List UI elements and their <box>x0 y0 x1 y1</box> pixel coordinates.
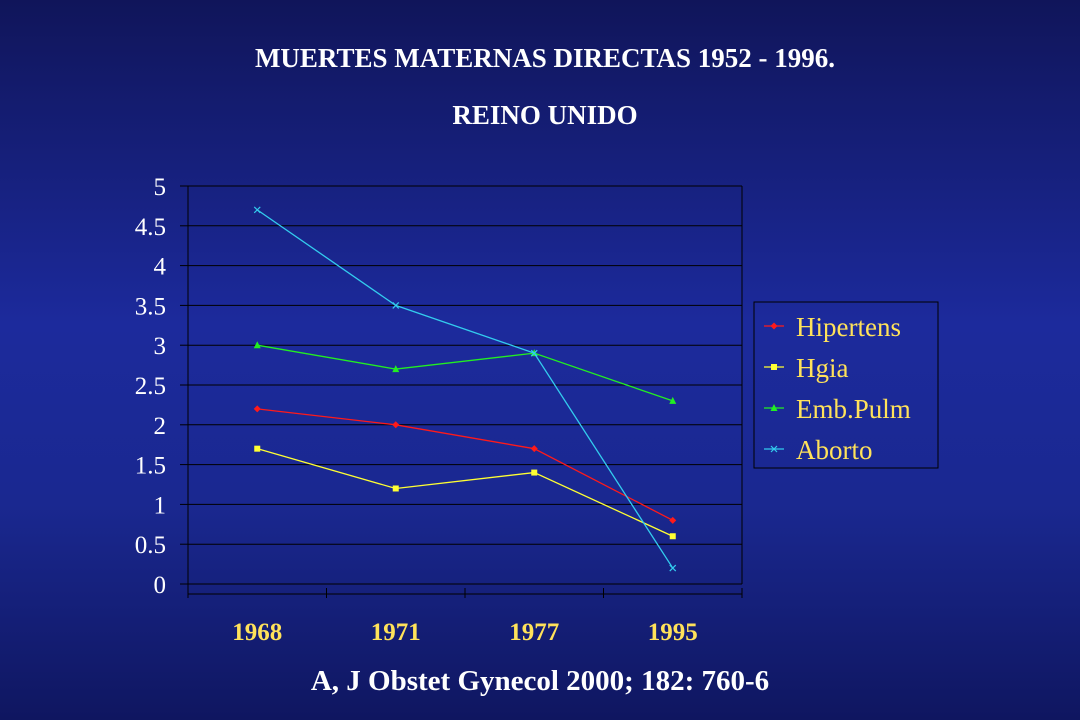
x-tick-label: 1968 <box>232 619 282 646</box>
data-point <box>770 404 778 411</box>
data-point <box>669 533 676 540</box>
legend-box <box>753 301 939 469</box>
series-line <box>257 448 674 537</box>
series-lines <box>253 206 677 572</box>
data-point <box>669 516 677 524</box>
legend-label: Aborto <box>796 435 873 465</box>
data-point <box>254 445 261 452</box>
y-tick-label: 0 <box>154 572 167 599</box>
data-point <box>392 421 400 429</box>
gridlines <box>188 185 742 585</box>
legend-label: Hipertens <box>796 312 901 342</box>
data-point <box>770 322 778 330</box>
data-point <box>770 445 778 453</box>
y-tick-label: 3.5 <box>135 293 166 320</box>
legend: Hipertens Hgia Emb.Pulm Aborto <box>753 301 939 469</box>
x-axis-ticks: 1968 1971 1977 1995 <box>232 619 698 646</box>
y-axis-ticks: 0 0.5 1 1.5 2 2.5 3 3.5 4 4.5 5 <box>135 174 167 599</box>
y-tick-label: 2 <box>154 413 167 440</box>
data-point <box>669 396 677 404</box>
legend-label: Hgia <box>796 353 849 383</box>
axes <box>180 185 743 598</box>
series-line <box>257 408 674 521</box>
y-tick-label: 3 <box>154 333 167 360</box>
y-tick-label: 1.5 <box>135 453 166 480</box>
y-tick-label: 1 <box>154 492 167 519</box>
data-point <box>253 341 261 349</box>
series-line <box>256 209 674 569</box>
legend-label: Emb.Pulm <box>796 394 911 424</box>
data-point <box>392 485 399 492</box>
data-point <box>253 206 261 214</box>
x-tick-label: 1995 <box>648 619 698 646</box>
data-point <box>669 564 677 572</box>
source-citation: A, J Obstet Gynecol 2000; 182: 760-6 <box>310 665 770 697</box>
y-tick-label: 2.5 <box>135 373 166 400</box>
y-tick-label: 0.5 <box>135 532 166 559</box>
chart-title: MUERTES MATERNAS DIRECTAS 1952 - 1996. <box>254 43 836 73</box>
data-point <box>392 301 400 309</box>
series-line <box>257 344 673 402</box>
y-tick-label: 5 <box>154 174 167 201</box>
data-point <box>253 405 261 413</box>
x-tick-label: 1971 <box>371 619 421 646</box>
y-tick-label: 4.5 <box>135 214 166 241</box>
chart-subtitle: REINO UNIDO <box>452 100 638 130</box>
x-tick-label: 1977 <box>509 619 559 646</box>
data-point <box>531 469 538 476</box>
data-point <box>392 365 400 373</box>
data-point <box>530 445 538 453</box>
y-tick-label: 4 <box>154 254 167 281</box>
data-point <box>771 364 777 370</box>
data-point <box>530 349 538 357</box>
